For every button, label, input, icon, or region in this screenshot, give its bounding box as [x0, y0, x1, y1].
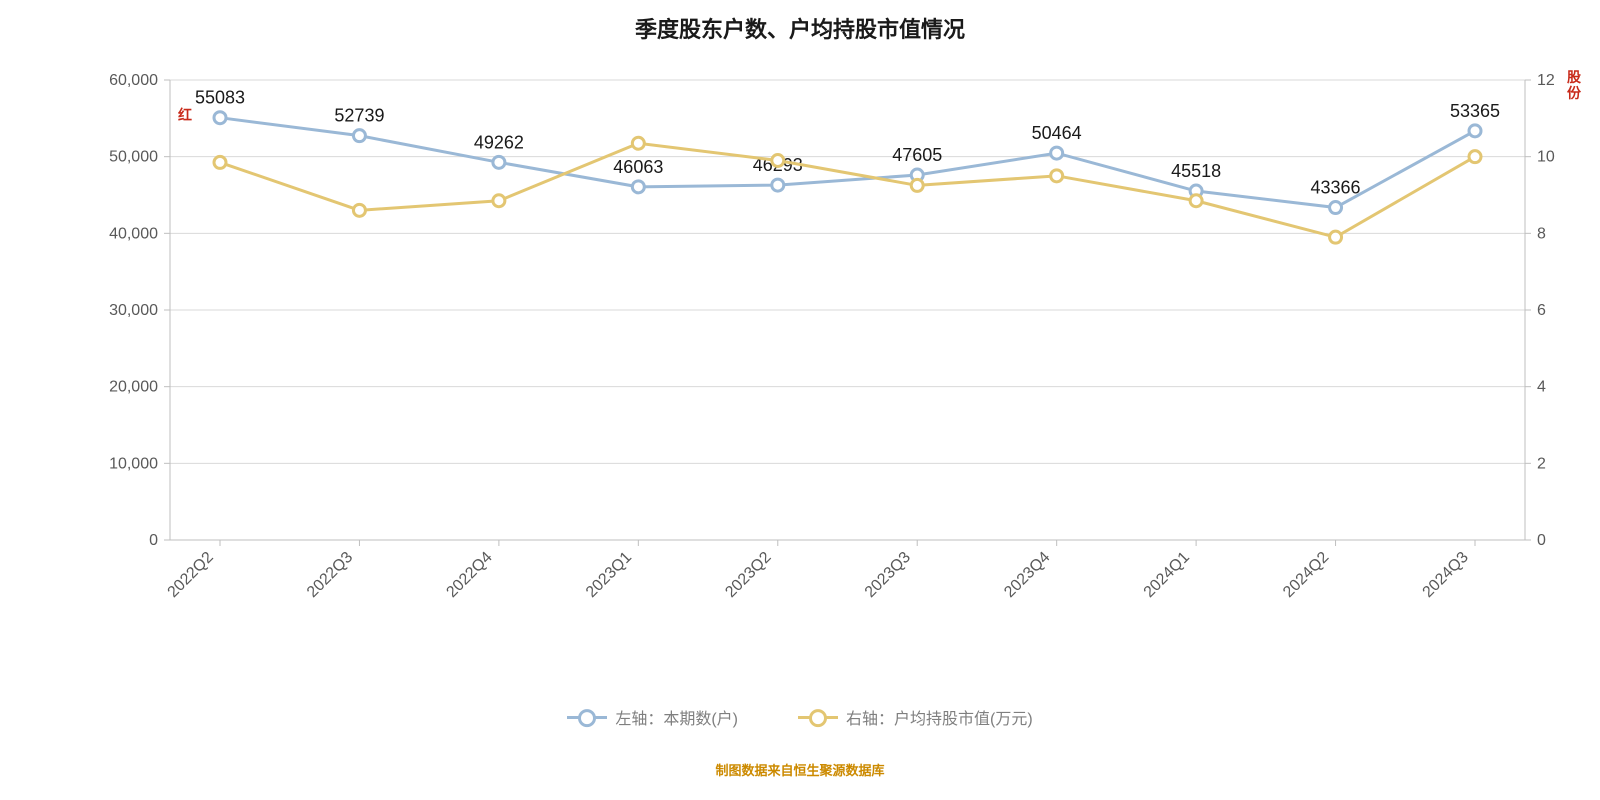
svg-text:2023Q2: 2023Q2: [722, 549, 774, 601]
svg-text:4: 4: [1537, 379, 1546, 396]
svg-text:20,000: 20,000: [109, 379, 158, 396]
svg-text:股: 股: [1567, 69, 1582, 85]
svg-text:50464: 50464: [1032, 123, 1082, 143]
svg-text:40,000: 40,000: [109, 225, 158, 242]
legend-label-shareholders: 左轴：本期数(户): [615, 705, 738, 729]
chart-svg: 0 10,000 20,000 30,000 40,000 50,000 60,000 0 2 4…: [0, 0, 1600, 800]
svg-text:8: 8: [1537, 225, 1546, 242]
legend-item-avg-value: 右轴：户均持股市值(万元): [798, 705, 1033, 729]
svg-text:份: 份: [1567, 85, 1582, 101]
legend-item-shareholders: 左轴：本期数(户): [567, 705, 738, 729]
svg-text:2024Q2: 2024Q2: [1280, 549, 1332, 601]
svg-text:10: 10: [1537, 149, 1555, 166]
svg-text:55083: 55083: [195, 88, 245, 108]
svg-text:2: 2: [1537, 455, 1546, 472]
svg-text:0: 0: [1537, 532, 1546, 549]
svg-text:2023Q1: 2023Q1: [583, 549, 635, 601]
chart-container: { "title": { "text": "季度股东户数、户均持股市值情况", …: [0, 0, 1600, 800]
svg-text:45518: 45518: [1171, 161, 1221, 181]
legend-label-avg-value: 右轴：户均持股市值(万元): [846, 705, 1033, 729]
svg-text:2024Q1: 2024Q1: [1141, 549, 1193, 601]
legend: 左轴：本期数(户) 右轴：户均持股市值(万元): [0, 705, 1600, 729]
svg-text:6: 6: [1537, 302, 1546, 319]
svg-text:2022Q3: 2022Q3: [304, 549, 356, 601]
svg-text:49262: 49262: [474, 132, 524, 152]
svg-text:2023Q3: 2023Q3: [862, 549, 914, 601]
svg-text:0: 0: [149, 532, 158, 549]
svg-text:10,000: 10,000: [109, 455, 158, 472]
svg-text:2023Q4: 2023Q4: [1001, 549, 1053, 601]
svg-text:47605: 47605: [892, 145, 942, 165]
svg-text:53365: 53365: [1450, 101, 1500, 121]
svg-text:43366: 43366: [1311, 178, 1361, 198]
svg-text:60,000: 60,000: [109, 72, 158, 89]
svg-text:30,000: 30,000: [109, 302, 158, 319]
legend-swatch-avg-value: [798, 716, 838, 719]
svg-text:2024Q3: 2024Q3: [1420, 549, 1472, 601]
svg-text:12: 12: [1537, 72, 1555, 89]
footnote: 制图数据来自恒生聚源数据库: [0, 760, 1600, 779]
svg-text:红: 红: [178, 107, 192, 123]
svg-text:50,000: 50,000: [109, 149, 158, 166]
svg-text:46063: 46063: [613, 157, 663, 177]
svg-text:52739: 52739: [334, 106, 384, 126]
svg-text:2022Q2: 2022Q2: [165, 549, 217, 601]
svg-text:2022Q4: 2022Q4: [443, 549, 495, 601]
legend-swatch-shareholders: [567, 716, 607, 719]
